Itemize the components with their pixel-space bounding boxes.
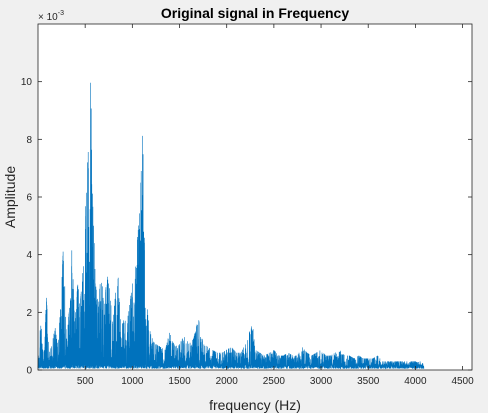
exponent-power: -3	[58, 10, 64, 17]
signal-line	[37, 82, 425, 370]
x-tick-label: 2500	[263, 376, 286, 387]
x-tick-label: 3000	[310, 376, 333, 387]
y-axis-exponent: × 10-3	[38, 10, 64, 23]
y-tick-label: 8	[26, 135, 32, 146]
x-tick-label: 500	[77, 376, 94, 387]
x-ticks: 500 1000 1500 2000 2500 3000 3500 4000 4500	[77, 24, 474, 387]
y-tick-label: 6	[26, 193, 32, 204]
signal-layer	[37, 82, 425, 370]
x-tick-label: 2000	[216, 376, 239, 387]
y-tick-label: 10	[21, 77, 33, 88]
x-tick-label: 3500	[357, 376, 380, 387]
y-tick-label: 2	[26, 308, 32, 319]
y-tick-label: 4	[26, 250, 32, 261]
chart-title: Original signal in Frequency	[161, 5, 349, 21]
exponent-base: × 10	[38, 12, 58, 23]
y-axis-label: Amplitude	[2, 166, 18, 228]
y-tick-label: 0	[26, 366, 32, 377]
y-ticks: 0 2 4 6 8 10	[21, 77, 472, 377]
x-tick-label: 4500	[451, 376, 474, 387]
x-axis-label: frequency (Hz)	[209, 397, 301, 413]
x-tick-label: 4000	[404, 376, 427, 387]
x-tick-label: 1000	[121, 376, 144, 387]
x-tick-label: 1500	[168, 376, 191, 387]
